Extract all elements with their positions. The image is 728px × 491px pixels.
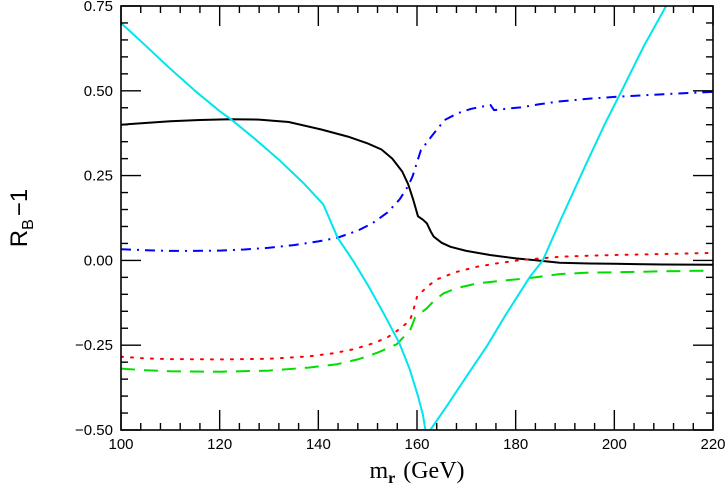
x-axis-title: mr (GeV) bbox=[369, 458, 464, 487]
x-axis-title-unit: (GeV) bbox=[403, 458, 464, 484]
x-axis-title-main: m bbox=[369, 458, 388, 484]
x-tick-label: 220 bbox=[700, 436, 725, 453]
y-tick-label: −0.50 bbox=[75, 422, 113, 439]
x-tick-label: 140 bbox=[306, 436, 331, 453]
series-line-blue-dash-dot bbox=[121, 90, 713, 252]
series-line-green-dashed bbox=[121, 269, 713, 373]
x-tick-label: 100 bbox=[108, 436, 133, 453]
series-line-black-solid bbox=[121, 118, 713, 266]
y-axis-title: RB −1 bbox=[6, 189, 37, 247]
x-tick-label: 120 bbox=[207, 436, 232, 453]
x-tick-labels: 100 120 140 160 180 200 220 bbox=[108, 436, 725, 453]
y-tick-label: 0.50 bbox=[84, 83, 113, 100]
y-tick-label: −0.25 bbox=[75, 337, 113, 354]
y-axis-title-main: R bbox=[6, 230, 33, 247]
y-tick-labels: 0.75 0.50 0.25 0.00 −0.25 −0.50 bbox=[75, 0, 113, 439]
x-tick-label: 200 bbox=[602, 436, 627, 453]
y-axis-title-sub: B bbox=[20, 219, 37, 230]
series-line-cyan-solid bbox=[121, 22, 427, 430]
plot-frame bbox=[120, 5, 714, 431]
axis-ticks bbox=[120, 5, 714, 431]
y-axis-title-rest: −1 bbox=[6, 189, 33, 216]
y-tick-label: 0.00 bbox=[84, 252, 113, 269]
series-line-red-dotted bbox=[121, 251, 713, 361]
x-tick-label: 160 bbox=[404, 436, 429, 453]
series-layer bbox=[121, 6, 713, 430]
y-tick-label: 0.25 bbox=[84, 168, 113, 185]
series-line-cyan-solid bbox=[429, 6, 667, 430]
y-tick-label: 0.75 bbox=[84, 0, 113, 15]
x-axis-title-sub: r bbox=[388, 470, 395, 487]
x-tick-label: 180 bbox=[503, 436, 528, 453]
